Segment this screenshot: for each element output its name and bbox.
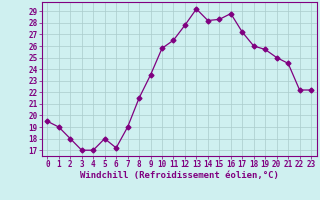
- X-axis label: Windchill (Refroidissement éolien,°C): Windchill (Refroidissement éolien,°C): [80, 171, 279, 180]
